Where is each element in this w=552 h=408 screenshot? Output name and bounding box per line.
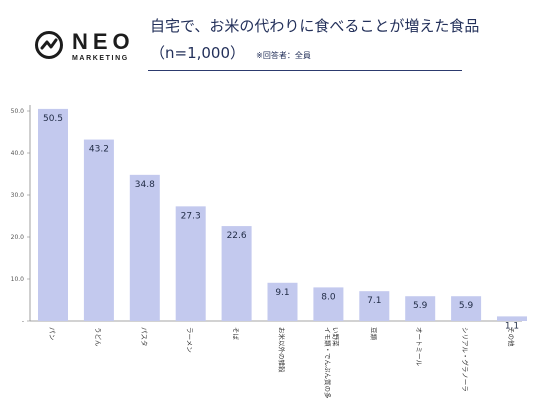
category-label: パスタ — [140, 327, 149, 347]
category-label: 豆類 — [369, 327, 378, 341]
brand-tagline: MARKETING — [72, 55, 129, 62]
bar — [38, 108, 68, 322]
bar — [405, 296, 436, 321]
category-label: い野菜 — [331, 327, 340, 347]
title-underline — [148, 70, 462, 71]
data-label: 5.9 — [459, 301, 474, 311]
bar — [129, 174, 160, 321]
data-label: 27.3 — [181, 211, 201, 221]
category-label: お米以外の雑穀 — [278, 327, 287, 373]
category-label: その他 — [507, 327, 516, 347]
category-label: シリアル・グラノーラ — [461, 327, 470, 392]
category-label: ラーメン — [186, 327, 194, 353]
data-label: 1.1 — [505, 321, 519, 331]
y-tick-label: 20.0 — [11, 234, 25, 241]
brand-logo: NEO MARKETING — [34, 29, 135, 64]
chart-title: 自宅で、お米の代わりに食べることが増えた食品 — [150, 17, 480, 35]
data-label: 22.6 — [227, 231, 247, 241]
bar — [83, 139, 114, 321]
data-label: 5.9 — [413, 301, 428, 311]
bar — [359, 291, 390, 321]
sample-size: （n=1,000） — [150, 44, 246, 62]
bar — [497, 316, 527, 321]
category-label: そば — [232, 327, 241, 341]
data-label: 7.1 — [367, 296, 381, 306]
data-label: 43.2 — [89, 145, 109, 155]
neo-mark-icon — [35, 31, 63, 59]
data-label: 34.8 — [135, 180, 155, 190]
category-label: イモ類・でんぷん質の多 — [323, 327, 332, 399]
y-tick-label: 30.0 — [11, 192, 25, 199]
brand-name: NEO — [72, 29, 135, 54]
respondent-note: ※回答者：全員 — [256, 51, 311, 60]
y-tick-label: 10.0 — [11, 276, 25, 283]
bar — [175, 206, 206, 321]
data-label: 9.1 — [275, 288, 289, 298]
category-label: パン — [48, 327, 56, 340]
data-label: 50.5 — [43, 114, 63, 124]
y-tick-label: 40.0 — [11, 150, 25, 157]
category-label: オートミール — [415, 327, 423, 367]
data-label: 8.0 — [321, 292, 336, 302]
y-tick-label: - — [22, 318, 24, 325]
subtitle-line: （n=1,000） ※回答者：全員 — [150, 42, 311, 63]
y-tick-label: 50.0 — [11, 108, 25, 115]
bar — [267, 282, 298, 321]
bar — [221, 226, 252, 321]
category-label: うどん — [94, 327, 102, 347]
bar — [451, 296, 482, 321]
bar — [313, 287, 344, 321]
